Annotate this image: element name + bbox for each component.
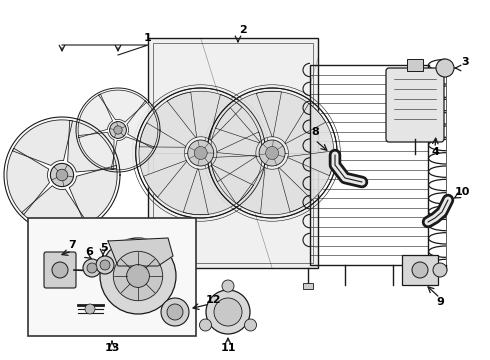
Text: 3: 3	[461, 57, 469, 67]
Polygon shape	[127, 101, 158, 149]
Polygon shape	[139, 123, 187, 197]
Circle shape	[259, 140, 285, 166]
Circle shape	[161, 298, 189, 326]
Circle shape	[222, 280, 234, 292]
Circle shape	[100, 260, 110, 270]
Bar	[153, 43, 313, 263]
Polygon shape	[211, 132, 263, 204]
Circle shape	[412, 262, 428, 278]
Polygon shape	[183, 165, 253, 215]
Polygon shape	[68, 121, 117, 172]
Polygon shape	[78, 94, 113, 138]
Bar	[407, 59, 423, 71]
Polygon shape	[111, 137, 154, 170]
Polygon shape	[256, 91, 326, 144]
Circle shape	[245, 319, 257, 331]
Circle shape	[433, 263, 447, 277]
Circle shape	[167, 304, 183, 320]
Text: 9: 9	[436, 297, 444, 307]
Circle shape	[83, 259, 101, 277]
Text: 5: 5	[100, 243, 108, 253]
Circle shape	[214, 298, 242, 326]
Bar	[402, 255, 438, 285]
Circle shape	[110, 122, 126, 138]
Polygon shape	[12, 120, 73, 166]
FancyBboxPatch shape	[386, 68, 444, 142]
Polygon shape	[22, 186, 88, 230]
Polygon shape	[108, 238, 173, 266]
Polygon shape	[285, 103, 334, 176]
Text: 1: 1	[144, 33, 152, 43]
Circle shape	[52, 262, 68, 278]
FancyBboxPatch shape	[44, 252, 76, 288]
Circle shape	[85, 304, 95, 314]
Polygon shape	[237, 167, 312, 215]
Polygon shape	[98, 90, 147, 122]
Circle shape	[436, 59, 454, 77]
Text: 8: 8	[311, 127, 319, 137]
Polygon shape	[167, 91, 242, 140]
Circle shape	[126, 265, 149, 287]
Circle shape	[188, 140, 214, 166]
Polygon shape	[144, 161, 208, 215]
Circle shape	[194, 147, 207, 159]
Bar	[28, 218, 196, 336]
Circle shape	[266, 147, 279, 159]
Text: 4: 4	[431, 147, 439, 157]
Polygon shape	[210, 94, 263, 157]
Polygon shape	[210, 108, 260, 182]
Circle shape	[114, 126, 122, 134]
Circle shape	[113, 251, 163, 301]
Circle shape	[96, 256, 114, 274]
Polygon shape	[78, 132, 114, 170]
Text: 6: 6	[85, 247, 93, 257]
Polygon shape	[69, 166, 117, 225]
Text: 13: 13	[104, 343, 120, 353]
Bar	[153, 283, 163, 289]
Circle shape	[87, 263, 97, 273]
Text: 7: 7	[68, 240, 76, 250]
Circle shape	[50, 163, 74, 186]
Text: 11: 11	[220, 343, 236, 353]
Polygon shape	[278, 151, 334, 212]
Polygon shape	[139, 92, 196, 147]
Bar	[310, 65, 428, 265]
Text: 10: 10	[454, 187, 470, 197]
Polygon shape	[211, 156, 265, 213]
Bar	[303, 283, 313, 289]
Polygon shape	[7, 148, 49, 215]
Text: 12: 12	[205, 295, 221, 305]
Text: 2: 2	[239, 25, 247, 35]
Circle shape	[199, 319, 212, 331]
Circle shape	[56, 169, 68, 181]
Circle shape	[206, 290, 250, 334]
Polygon shape	[216, 91, 281, 143]
Circle shape	[100, 238, 176, 314]
Bar	[148, 38, 318, 268]
